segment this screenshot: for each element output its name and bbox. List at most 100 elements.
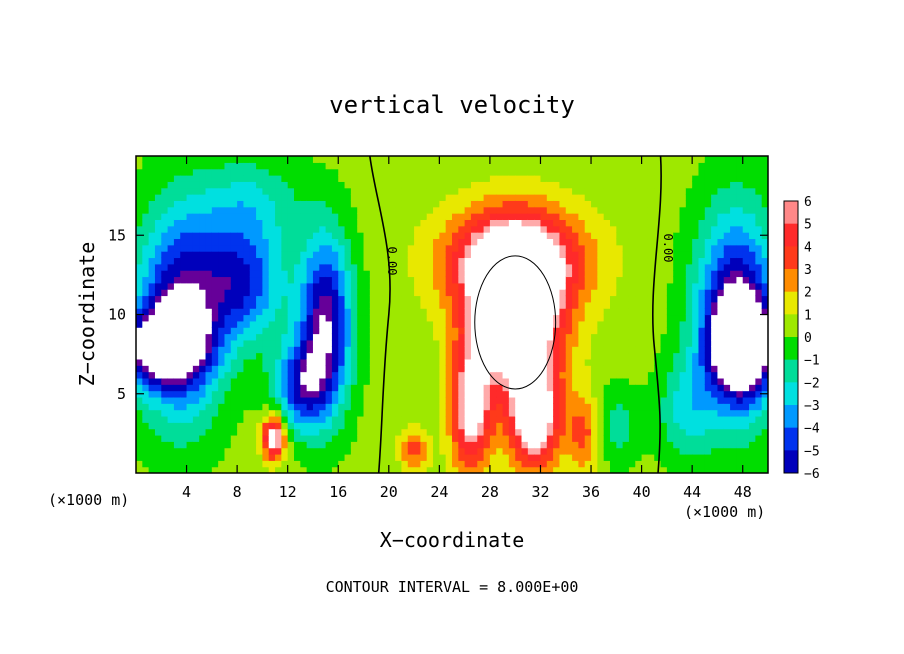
heatmap-cell <box>527 460 535 468</box>
heatmap-cell <box>660 219 668 227</box>
heatmap-cell <box>445 289 453 297</box>
heatmap-cell <box>508 251 516 259</box>
heatmap-cell <box>534 194 542 201</box>
heatmap-cell <box>294 396 301 404</box>
heatmap-cell <box>433 225 440 233</box>
heatmap-cell <box>369 352 377 360</box>
heatmap-cell <box>382 390 390 398</box>
heatmap-cell <box>704 175 712 182</box>
heatmap-cell <box>654 396 662 404</box>
heatmap-cell <box>344 320 352 328</box>
heatmap-cell <box>268 276 276 284</box>
heatmap-cell <box>161 187 169 195</box>
heatmap-cell <box>344 403 352 411</box>
heatmap-cell <box>420 377 428 385</box>
heatmap-cell <box>376 257 384 265</box>
heatmap-cell <box>205 213 213 220</box>
heatmap-cell <box>578 358 586 366</box>
heatmap-cell <box>742 175 750 182</box>
heatmap-cell <box>692 428 700 436</box>
heatmap-cell <box>363 422 371 430</box>
heatmap-cell <box>515 200 523 208</box>
heatmap-cell <box>243 282 251 290</box>
heatmap-cell <box>470 403 478 411</box>
heatmap-cell <box>199 396 207 404</box>
heatmap-cell <box>540 441 548 449</box>
heatmap-cell <box>452 422 459 430</box>
heatmap-cell <box>154 434 162 442</box>
heatmap-cell <box>256 460 263 468</box>
heatmap-cell <box>344 377 352 385</box>
heatmap-cell <box>578 346 586 354</box>
heatmap-cell <box>470 175 478 182</box>
heatmap-cell <box>300 206 308 214</box>
heatmap-cell <box>205 409 213 417</box>
heatmap-cell <box>230 371 238 379</box>
heatmap-cell <box>742 358 750 366</box>
heatmap-cell <box>199 371 207 379</box>
heatmap-cell <box>508 434 516 442</box>
heatmap-cell <box>445 225 453 233</box>
heatmap-cell <box>407 244 415 252</box>
heatmap-cell <box>306 308 314 316</box>
heatmap-cell <box>306 175 314 182</box>
heatmap-cell <box>603 156 611 163</box>
heatmap-cell <box>237 289 245 297</box>
heatmap-cell <box>559 301 567 309</box>
heatmap-cell <box>736 276 744 284</box>
heatmap-cell <box>483 257 491 265</box>
heatmap-cell <box>483 333 491 341</box>
heatmap-cell <box>357 308 365 316</box>
heatmap-cell <box>736 282 744 290</box>
heatmap-cell <box>230 434 238 442</box>
heatmap-cell <box>363 428 371 436</box>
heatmap-cell <box>256 371 263 379</box>
heatmap-cell <box>433 339 440 347</box>
heatmap-cell <box>685 377 693 385</box>
heatmap-cell <box>395 156 403 163</box>
heatmap-cell <box>508 168 516 176</box>
heatmap-cell <box>161 181 169 189</box>
heatmap-cell <box>508 428 516 436</box>
heatmap-cell <box>148 352 156 360</box>
heatmap-cell <box>464 156 472 163</box>
heatmap-cell <box>597 371 605 379</box>
heatmap-cell <box>325 403 333 411</box>
heatmap-cell <box>401 409 409 417</box>
heatmap-cell <box>666 371 674 379</box>
heatmap-cell <box>534 396 542 404</box>
heatmap-cell <box>173 276 181 284</box>
heatmap-cell <box>692 308 700 316</box>
heatmap-cell <box>154 175 162 182</box>
heatmap-cell <box>508 441 516 449</box>
heatmap-cell <box>325 320 333 328</box>
heatmap-cell <box>287 384 295 392</box>
heatmap-cell <box>325 409 333 417</box>
heatmap-cell <box>496 453 504 461</box>
heatmap-cell <box>464 295 472 303</box>
heatmap-cell <box>660 156 668 163</box>
heatmap-cell <box>565 352 573 360</box>
heatmap-cell <box>306 162 314 170</box>
heatmap-cell <box>275 358 282 366</box>
heatmap-cell <box>628 276 636 284</box>
heatmap-cell <box>673 156 681 163</box>
heatmap-cell <box>711 320 719 328</box>
heatmap-cell <box>673 314 681 322</box>
heatmap-cell <box>211 276 219 284</box>
heatmap-cell <box>483 244 491 252</box>
heatmap-cell <box>294 327 301 335</box>
heatmap-cell <box>433 295 440 303</box>
heatmap-cell <box>761 352 768 360</box>
heatmap-cell <box>584 263 592 271</box>
heatmap-cell <box>281 428 289 436</box>
heatmap-cell <box>666 295 674 303</box>
heatmap-cell <box>224 301 232 309</box>
heatmap-cell <box>591 295 598 303</box>
heatmap-cell <box>553 238 561 246</box>
heatmap-cell <box>180 238 188 246</box>
heatmap-cell <box>376 276 384 284</box>
heatmap-cell <box>603 447 611 455</box>
heatmap-cell <box>622 403 630 411</box>
heatmap-cell <box>553 244 561 252</box>
